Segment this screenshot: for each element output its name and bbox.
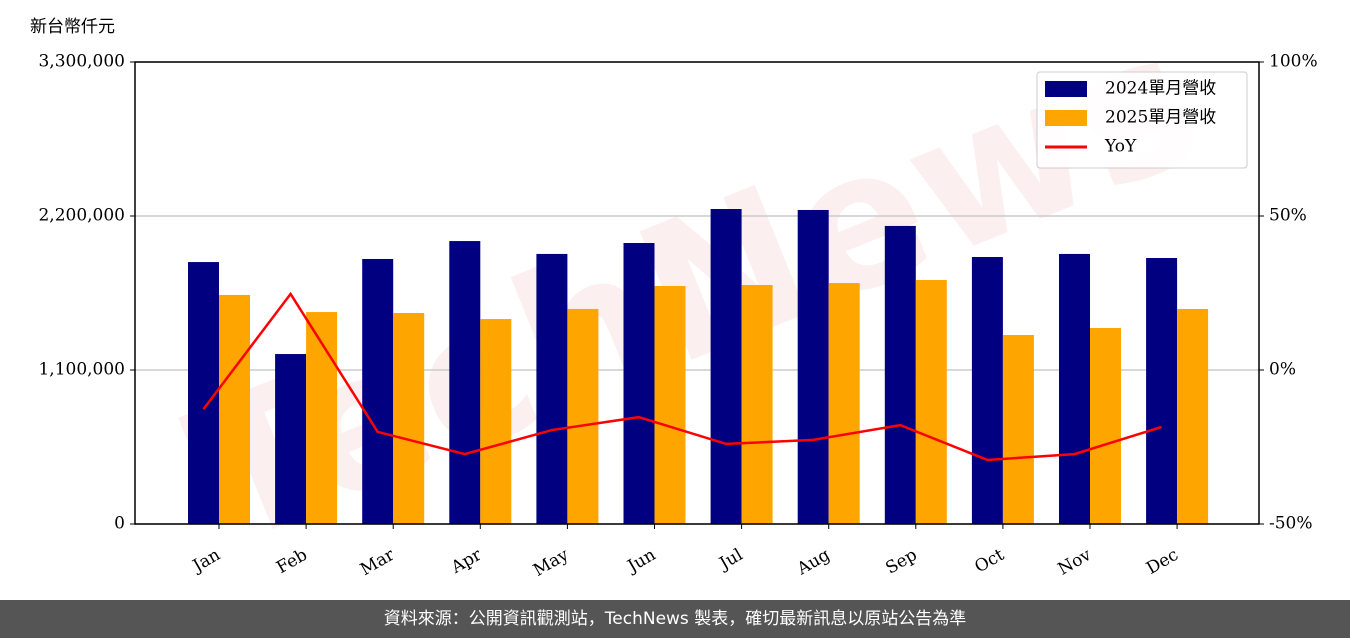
footer-bar: [0, 600, 1350, 638]
bar: [710, 209, 742, 524]
x-tick-label: Mar: [357, 544, 399, 580]
bar: [449, 241, 481, 524]
y-axis-label: 新台幣仟元: [30, 17, 115, 37]
bar: [1177, 308, 1209, 524]
bar: [971, 257, 1003, 524]
y2-tick-label: -50%: [1269, 514, 1313, 534]
bar: [393, 313, 425, 524]
y-tick-label: 0: [114, 514, 125, 534]
bar: [188, 262, 219, 524]
bar: [797, 209, 829, 525]
x-tick-label: Jun: [623, 545, 660, 578]
bar: [1059, 253, 1090, 524]
x-tick-label: Aug: [793, 545, 834, 580]
bar: [536, 253, 568, 524]
bar: [567, 308, 599, 524]
legend-label: YoY: [1104, 137, 1137, 157]
bar: [654, 286, 686, 524]
legend-box: [1036, 71, 1248, 169]
bar: [915, 279, 947, 524]
bar: [884, 225, 916, 524]
x-tick-label: Apr: [447, 544, 486, 578]
y-tick-label: 3,300,000: [38, 52, 125, 72]
footer: 資料來源：公開資訊觀測站，TechNews 製表，確切最新訊息以原站公告為準: [384, 609, 966, 629]
bar: [275, 354, 307, 524]
y-tick-label: 1,100,000: [38, 360, 125, 380]
plot-frame: [134, 61, 1260, 525]
bar: [362, 258, 394, 524]
legend-swatch: [1045, 110, 1087, 126]
x-tick-label: Dec: [1143, 545, 1182, 579]
x-tick-label: Nov: [1055, 545, 1095, 580]
bar: [1090, 328, 1121, 524]
y2-tick-label: 100%: [1269, 52, 1318, 72]
bar: [623, 243, 655, 524]
line: [202, 291, 1162, 462]
y2-tick-label: 0%: [1269, 360, 1296, 380]
legend-label: 2024單月營收: [1105, 79, 1216, 99]
bar: [1002, 335, 1034, 524]
bar: [741, 285, 773, 524]
bar: [219, 294, 250, 524]
x-tick-label: Jan: [188, 545, 224, 577]
bar: [306, 312, 338, 524]
y-tick-label: 2,200,000: [38, 206, 125, 226]
x-tick-label: May: [530, 545, 573, 581]
x-tick-label: Sep: [882, 545, 920, 579]
legend-swatch: [1045, 81, 1087, 97]
bar: [1146, 258, 1178, 524]
bar: [480, 319, 512, 524]
x-tick-label: Oct: [971, 545, 1007, 578]
x-tick-label: Jul: [715, 545, 747, 575]
bar: [828, 283, 860, 524]
legend-label: 2025單月營收: [1105, 108, 1216, 128]
y2-tick-label: 50%: [1269, 206, 1307, 226]
